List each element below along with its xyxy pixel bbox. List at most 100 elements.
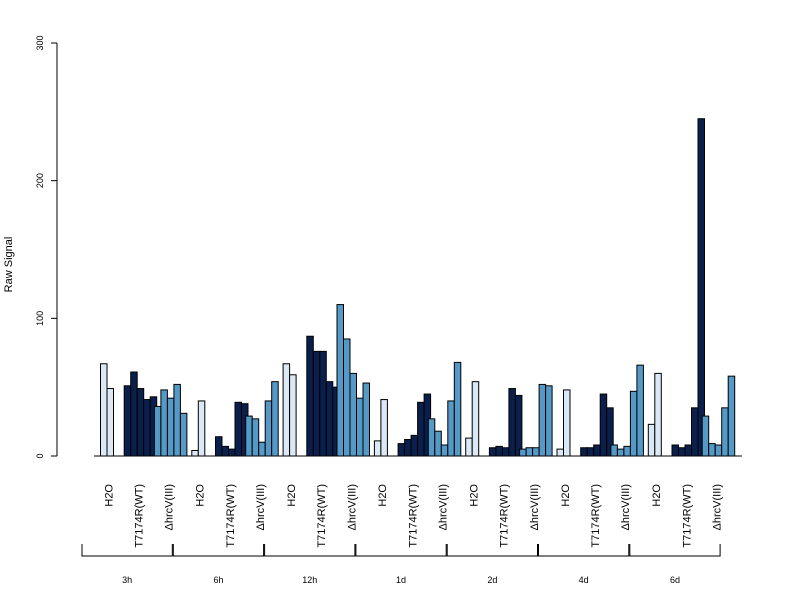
category-label: H2O <box>195 484 207 507</box>
bar <box>191 449 199 457</box>
category-label: ΔhrcV(III) <box>255 484 267 530</box>
group-bracket <box>446 544 538 557</box>
bar <box>501 447 510 457</box>
group-bracket <box>629 544 721 557</box>
bar <box>373 440 382 457</box>
bar <box>234 401 242 457</box>
bar <box>525 447 534 457</box>
group-brackets: 3h 6h 12h 1d 2d 4d 6d <box>81 544 721 585</box>
bar <box>610 444 618 457</box>
bar <box>647 423 656 457</box>
category-label: T7174R(WT) <box>225 484 237 548</box>
bar <box>616 448 625 457</box>
bar <box>671 444 679 457</box>
bar <box>215 436 223 457</box>
bar <box>727 375 736 457</box>
bar <box>136 388 145 457</box>
y-axis-label: Raw Signal <box>3 237 15 293</box>
bar <box>508 388 516 457</box>
category-labels: H2O T7174R(WT) ΔhrcV(III) H2O T7174R(WT) Δhrc… <box>103 484 723 548</box>
bar <box>123 385 132 457</box>
bar <box>312 350 321 457</box>
bar <box>410 434 419 457</box>
category-label: H2O <box>468 484 480 507</box>
bar <box>349 372 357 457</box>
bar <box>106 388 114 457</box>
bar <box>697 118 705 457</box>
bar <box>306 335 314 457</box>
bar <box>593 444 601 457</box>
y-tick-label: 200 <box>35 173 45 188</box>
bar <box>356 397 364 457</box>
category-label: ΔhrcV(III) <box>438 484 450 530</box>
category-label: T7174R(WT) <box>681 484 693 548</box>
bar <box>623 445 631 457</box>
bar <box>282 363 291 457</box>
bar <box>514 394 523 457</box>
category-label: ΔhrcV(III) <box>164 484 176 530</box>
bar <box>427 418 436 457</box>
bar <box>160 389 168 457</box>
bar <box>336 304 344 457</box>
bar <box>447 400 455 457</box>
group-label: 6h <box>213 575 223 585</box>
bar <box>471 381 480 457</box>
group-bracket <box>81 544 173 557</box>
bar <box>599 393 608 457</box>
bar <box>179 412 188 457</box>
category-label: ΔhrcV(III) <box>711 484 723 530</box>
group-label: 12h <box>302 575 317 585</box>
y-axis: 0 100 200 300 <box>35 35 58 459</box>
bar <box>271 381 279 457</box>
category-label: ΔhrcV(III) <box>620 484 632 530</box>
bar <box>130 371 138 457</box>
bar <box>488 447 497 457</box>
category-label: H2O <box>377 484 389 507</box>
bar <box>319 350 327 457</box>
bar <box>714 444 723 457</box>
y-tick-label: 300 <box>35 35 45 50</box>
bar <box>143 399 151 457</box>
category-label: ΔhrcV(III) <box>346 484 358 530</box>
bar <box>343 338 351 457</box>
group-label: 1d <box>396 575 406 585</box>
bar <box>245 415 253 457</box>
bar <box>404 438 412 457</box>
bar <box>289 374 297 457</box>
bar <box>173 383 181 457</box>
bar <box>153 405 162 457</box>
bar <box>721 407 729 457</box>
category-label: H2O <box>286 484 298 507</box>
category-label: T7174R(WT) <box>590 484 602 548</box>
bar <box>417 401 425 457</box>
category-label: H2O <box>651 484 663 507</box>
category-label: ΔhrcV(III) <box>529 484 541 530</box>
category-label: T7174R(WT) <box>316 484 328 548</box>
bar <box>586 447 595 457</box>
bar <box>258 441 266 457</box>
category-label: T7174R(WT) <box>407 484 419 548</box>
bar <box>538 383 547 457</box>
bar <box>629 390 638 457</box>
bar <box>264 400 273 457</box>
bar <box>453 361 462 457</box>
bar <box>654 372 662 457</box>
group-label: 6d <box>670 575 680 585</box>
bar <box>545 385 553 457</box>
bar <box>684 444 692 457</box>
bar <box>636 364 644 457</box>
bar <box>532 447 540 457</box>
bar <box>166 397 175 457</box>
category-label: T7174R(WT) <box>133 484 145 548</box>
bar <box>708 443 716 457</box>
y-tick-label: 100 <box>35 311 45 326</box>
group-bracket <box>264 544 356 557</box>
bar <box>100 363 108 457</box>
bar <box>580 447 588 457</box>
bar <box>563 389 571 457</box>
bar <box>465 437 473 457</box>
bar <box>221 445 229 457</box>
bar <box>362 382 370 457</box>
bar <box>397 443 406 457</box>
